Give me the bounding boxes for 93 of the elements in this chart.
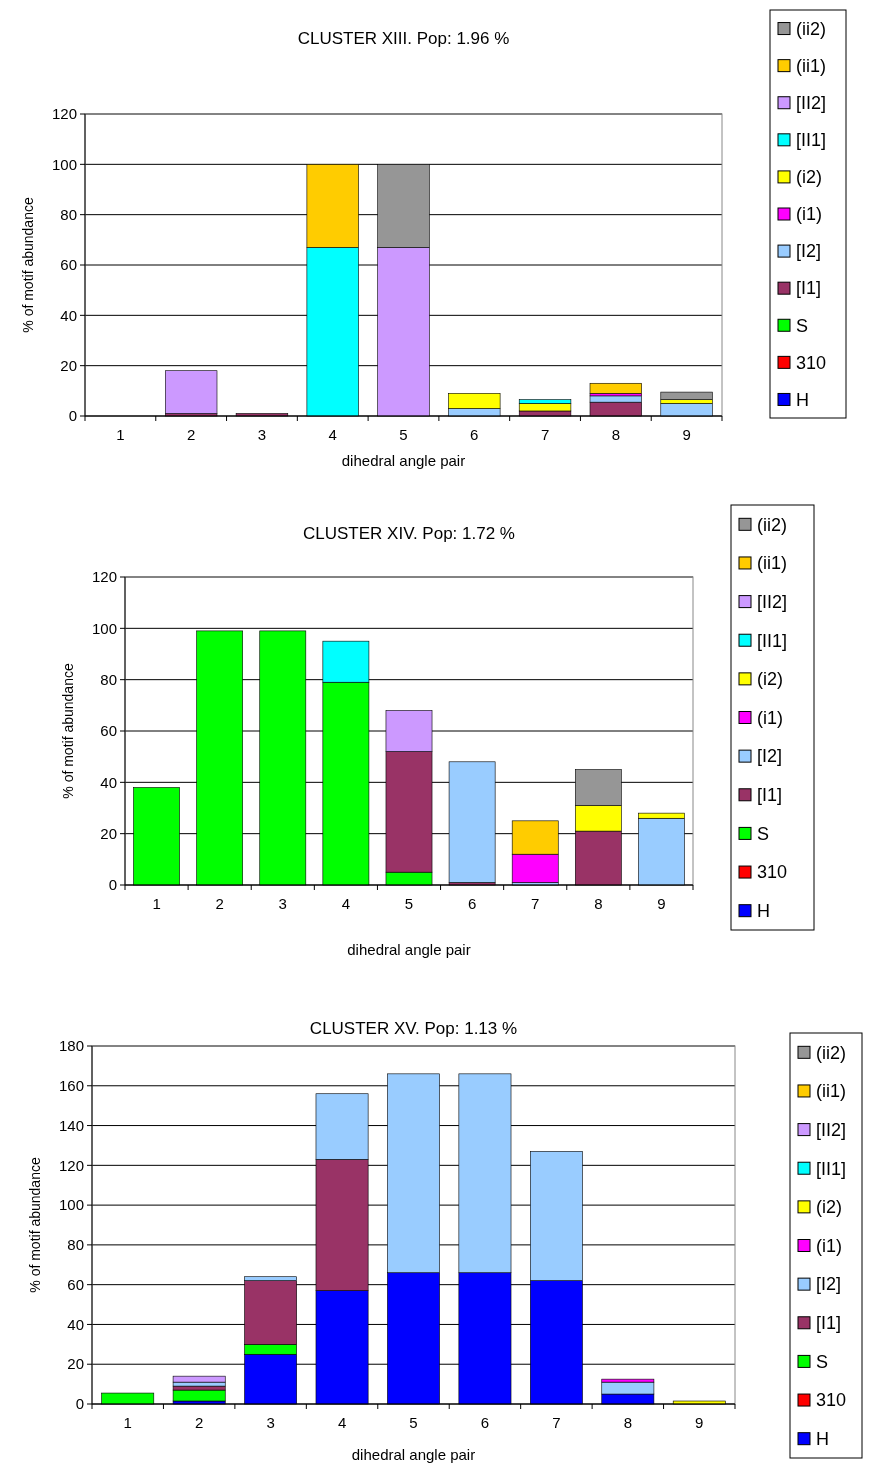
y-axis-title: % of motif abundance: [20, 197, 36, 333]
x-tick-label: 8: [611, 426, 621, 443]
legend-label: H: [816, 1428, 829, 1449]
x-tick-label: 8: [594, 895, 603, 912]
legend-label: (i1): [757, 707, 783, 728]
x-tick-label: 4: [341, 895, 351, 912]
x-tick-label: 4: [337, 1414, 347, 1431]
y-axis-title: % of motif abundance: [60, 663, 76, 799]
x-tick-label: 1: [152, 895, 161, 912]
y-tick-label: 60: [100, 722, 117, 740]
legend-label: (i2): [757, 669, 783, 690]
y-tick-label: 80: [67, 1236, 84, 1254]
legend-label: [II2]: [796, 93, 827, 114]
x-tick-label: 2: [194, 1414, 204, 1431]
x-tick-label: 9: [695, 1414, 704, 1431]
x-tick-label: 2: [186, 426, 196, 443]
legend-label: (i2): [796, 167, 822, 188]
legend-label: [II1]: [796, 130, 827, 151]
legend-label: (ii2): [796, 18, 826, 39]
x-tick-label: 2: [215, 895, 224, 912]
legend-label: [I1]: [757, 785, 783, 806]
x-tick-label: 5: [404, 895, 414, 912]
x-axis-title: dihedral angle pair: [341, 452, 466, 469]
legend-label: S: [757, 823, 770, 844]
x-axis-title: dihedral angle pair: [351, 1446, 476, 1463]
legend-label: [II1]: [757, 630, 788, 651]
x-tick-label: 7: [552, 1414, 561, 1431]
x-tick-label: 9: [657, 895, 666, 912]
legend-label: H: [796, 389, 809, 410]
y-tick-label: 140: [58, 1116, 84, 1134]
y-tick-label: 0: [68, 407, 77, 425]
x-tick-label: 9: [682, 426, 691, 443]
y-tick-label: 20: [67, 1355, 84, 1373]
chart-title: CLUSTER XIII. Pop: 1.96 %: [297, 29, 510, 48]
legend-label: S: [796, 315, 809, 336]
y-tick-label: 80: [100, 670, 117, 688]
legend-label: [II2]: [757, 591, 788, 612]
x-tick-label: 6: [470, 426, 479, 443]
x-tick-label: 3: [278, 895, 287, 912]
legend-label: H: [757, 900, 770, 921]
y-tick-label: 60: [60, 256, 77, 274]
x-tick-label: 6: [467, 895, 477, 912]
x-tick-label: 3: [266, 1414, 275, 1431]
legend-label: (ii1): [796, 55, 826, 76]
legend-label: (i2): [816, 1197, 842, 1218]
x-tick-label: 7: [540, 426, 550, 443]
legend-label: (i1): [796, 204, 822, 225]
x-tick-label: 5: [409, 1414, 418, 1431]
legend-label: 310: [816, 1390, 847, 1411]
y-tick-label: 120: [91, 568, 117, 586]
legend-label: (i1): [816, 1235, 842, 1256]
x-axis-title: dihedral angle pair: [347, 941, 471, 958]
y-tick-label: 40: [60, 306, 77, 324]
chart-title: CLUSTER XV. Pop: 1.13 %: [309, 1019, 518, 1038]
legend-label: [I1]: [796, 278, 822, 299]
x-tick-label: 6: [480, 1414, 490, 1431]
y-tick-label: 100: [91, 619, 117, 637]
legend-label: [I2]: [816, 1274, 842, 1295]
y-tick-label: 100: [58, 1196, 84, 1214]
legend-label: [I2]: [757, 746, 783, 767]
y-tick-label: 120: [51, 105, 77, 123]
x-tick-label: 4: [328, 426, 337, 443]
y-tick-label: 0: [108, 876, 117, 894]
legend-label: (ii2): [757, 514, 787, 535]
x-tick-label: 3: [257, 426, 267, 443]
y-tick-label: 100: [51, 155, 77, 173]
chart-title: CLUSTER XIV. Pop: 1.72 %: [303, 524, 515, 543]
x-tick-label: 1: [123, 1414, 132, 1431]
legend-label: (ii1): [816, 1081, 846, 1102]
y-tick-label: 120: [58, 1156, 84, 1174]
y-axis-title: % of motif abundance: [27, 1157, 43, 1293]
y-tick-label: 20: [60, 356, 77, 374]
legend-label: [II1]: [816, 1158, 847, 1179]
y-tick-label: 180: [58, 1037, 84, 1055]
legend-label: (ii1): [757, 553, 787, 574]
legend-label: [I1]: [816, 1313, 842, 1334]
y-tick-label: 40: [100, 773, 117, 791]
legend-label: (ii2): [816, 1042, 846, 1063]
x-tick-label: 8: [623, 1414, 633, 1431]
x-tick-label: 5: [399, 426, 408, 443]
legend-label: 310: [796, 352, 827, 373]
y-tick-label: 160: [58, 1077, 84, 1095]
y-tick-label: 20: [100, 824, 117, 842]
x-tick-label: 7: [531, 895, 540, 912]
legend-label: [I2]: [796, 241, 822, 262]
y-tick-label: 0: [75, 1395, 84, 1413]
legend-label: 310: [757, 862, 788, 883]
y-tick-label: 60: [67, 1275, 84, 1293]
y-tick-label: 40: [67, 1315, 84, 1333]
y-tick-label: 80: [60, 205, 77, 223]
legend-label: S: [816, 1351, 829, 1372]
x-tick-label: 1: [116, 426, 125, 443]
legend-label: [II2]: [816, 1119, 847, 1140]
